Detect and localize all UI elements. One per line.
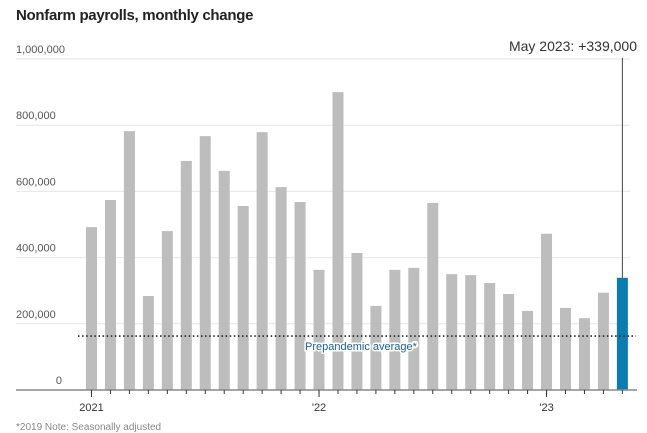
x-tick-label: 2021 [79,402,103,414]
bar [161,231,173,390]
bar [86,227,97,390]
bar [351,252,363,390]
bar [104,200,116,390]
annotation-label: May 2023: +339,000 [509,38,637,54]
prepandemic-average-label: Prepandemic average* [305,341,418,353]
bar [313,269,325,390]
chart-title: Nonfarm payrolls, monthly change [16,7,254,24]
bar [256,132,268,390]
bar [180,160,192,390]
bar [427,202,439,390]
bar [578,318,590,390]
bar [408,267,420,390]
bar [294,201,306,390]
footnote: *2019 Note: Seasonally adjusted [16,422,162,433]
x-tick-label: '22 [312,402,326,414]
bar [446,274,458,390]
bar [597,292,609,390]
bar [332,92,344,390]
y-tick-label: 200,000 [16,309,56,321]
bar [275,187,287,390]
bar [370,305,382,390]
bar [522,310,534,390]
bar [389,269,401,390]
bar [142,295,154,390]
bar [199,136,211,390]
bar [465,275,477,390]
bar [218,170,230,390]
y-tick-label: 0 [56,375,62,387]
y-tick-label: 1,000,000 [16,44,65,56]
bar [616,277,628,390]
bar [503,294,515,390]
bar [541,233,553,390]
y-tick-label: 800,000 [16,110,56,122]
x-tick-label: '23 [539,402,553,414]
bar [484,283,496,390]
bar [560,307,571,390]
y-tick-label: 600,000 [16,176,56,188]
bar [237,205,249,390]
y-tick-label: 400,000 [16,243,56,255]
bar [123,131,135,390]
